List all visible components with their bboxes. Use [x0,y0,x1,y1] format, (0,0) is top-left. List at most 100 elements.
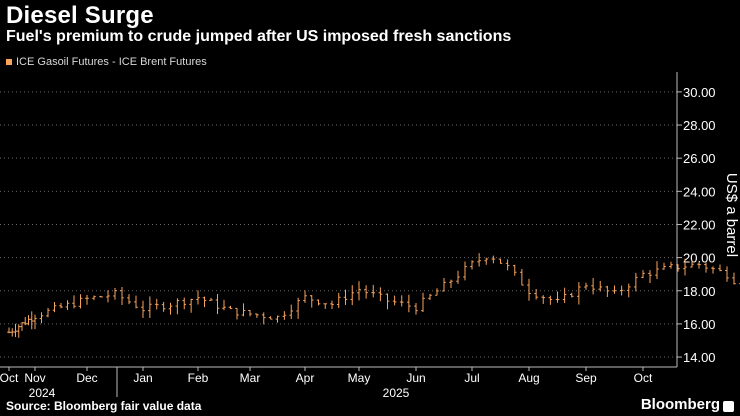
y-tick-label: 22.00 [683,217,716,232]
ohlc-bar [16,324,21,338]
ohlc-bar [648,270,652,284]
ohlc-bar [46,307,50,318]
legend-swatch [6,59,12,65]
ohlc-bar [85,294,89,305]
ohlc-bar [619,285,624,296]
ohlc-bar [182,297,187,310]
chart-subtitle: Fuel's premium to crude jumped after US … [6,28,512,45]
ohlc-bar [676,264,680,272]
ohlc-bar [289,304,294,320]
ohlc-bar [65,300,70,310]
ohlc-bar [235,307,239,320]
x-tick-label: Sep [575,371,597,385]
ohlc-bar [562,287,567,303]
ohlc-bar [541,295,546,304]
ohlc-bar [323,303,328,309]
ohlc-bar [512,264,517,276]
ohlc-bar [392,295,397,306]
ohlc-bar [268,316,273,320]
brand-logo: Bloomberg [640,396,720,413]
ohlc-bar [13,323,18,338]
ohlc-bar [282,311,287,320]
y-tick-label: 14.00 [683,350,716,365]
x-tick-label: Mar [240,371,261,385]
x-year-label: 2024 [29,386,56,400]
ohlc-bar [364,285,368,299]
brand-mark-icon [723,401,734,412]
x-tick-label: Jan [133,371,152,385]
ohlc-bar [52,302,57,313]
ohlc-bar [336,292,341,309]
ohlc-bar [92,295,96,301]
ohlc-bar [484,257,489,265]
ohlc-bar [134,295,138,309]
ohlc-bar [442,278,446,292]
ohlc-bar [491,255,496,264]
ohlc-bar [399,295,404,307]
ohlc-bar [569,292,574,298]
ohlc-bar [357,281,361,301]
ohlc-bar [641,270,645,279]
ohlc-bar [350,285,355,306]
ohlc-bar [732,272,736,285]
ohlc-bar [196,290,200,305]
ohlc-bar [202,296,207,308]
ohlc-bar [704,262,708,273]
ohlc-bar [120,286,124,305]
ohlc-bar [598,280,603,292]
ohlc-bar [26,315,31,326]
ohlc-bar [477,253,481,267]
ohlc-bar [690,259,694,268]
x-tick-label: Feb [188,371,209,385]
ohlc-bar [309,295,314,308]
ohlc-bar [534,288,538,300]
ohlc-bar [655,261,659,280]
ohlc-bar [39,312,44,324]
ohlc-bar [527,278,531,301]
ohlc-bar [23,317,28,326]
ohlc-bar [555,291,560,303]
x-tick-label: Jun [406,371,425,385]
ohlc-bar [248,309,252,317]
ohlc-bar [470,260,474,270]
ohlc-bar [330,300,334,310]
ohlc-bar [548,295,553,305]
ohlc-bar [261,312,266,325]
ohlc-bar [449,279,453,288]
x-tick-label: Oct [634,371,653,385]
ohlc-bar [29,311,34,330]
y-tick-label: 30.00 [683,85,716,100]
ohlc-bar [20,322,24,331]
ohlc-bar [228,305,233,309]
ohlc-bar [316,299,321,306]
ohlc-bar [106,290,110,303]
legend: ICE Gasoil Futures - ICE Brent Futures [6,56,207,68]
source-note: Source: Bloomberg fair value data [6,399,202,413]
ohlc-bar [154,298,159,310]
ohlc-bar [662,262,666,270]
y-tick-label: 28.00 [683,118,716,133]
ohlc-bar [463,261,467,281]
ohlc-bar [296,297,300,319]
ohlc-bar [498,258,503,264]
ohlc-bar [605,285,610,297]
ohlc-bar [428,293,432,301]
ohlc-bar [456,270,460,284]
ohlc-bar [711,266,715,274]
ohlc-bar [241,303,246,317]
x-tick-label: Jul [464,371,479,385]
y-tick-label: 16.00 [683,317,716,332]
ohlc-bar [10,328,15,337]
ohlc-bar [189,298,193,313]
ohlc-bar [215,293,220,315]
x-tick-label: Apr [296,371,315,385]
chart-title: Diesel Surge [6,2,154,29]
x-tick-label: Nov [24,371,45,385]
ohlc-bar [577,282,581,305]
ohlc-bar [435,288,439,296]
ohlc-bar [626,283,631,298]
ohlc-bar [59,302,63,309]
ohlc-bar [168,302,173,315]
y-tick-label: 18.00 [683,284,716,299]
